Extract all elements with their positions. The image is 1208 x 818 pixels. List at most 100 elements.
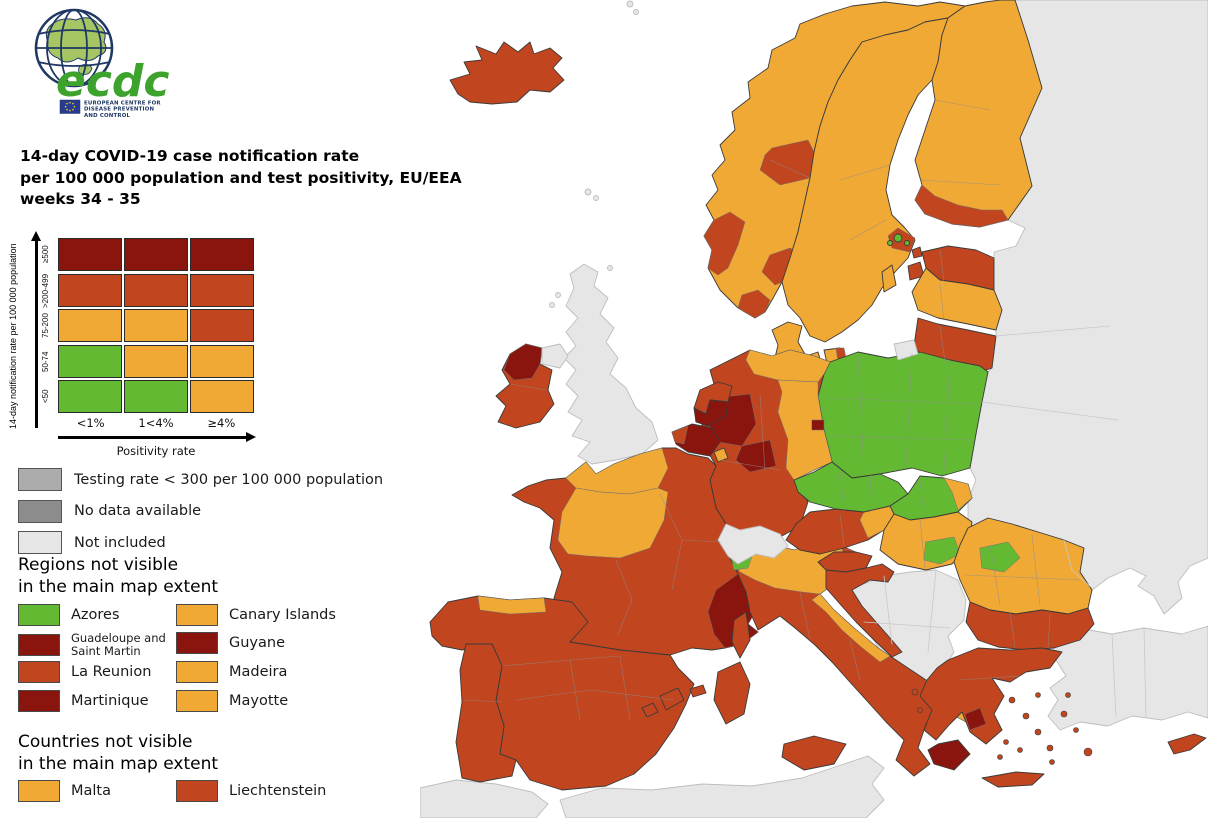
map-region-aegean-islands [911, 688, 1093, 765]
legend-item-guadeloupe: Guadeloupe and Saint Martin [18, 631, 175, 658]
map-region-hungary-east [923, 536, 961, 565]
map-region-poland [817, 351, 989, 479]
matrix-x-axis-label: Positivity rate [116, 444, 196, 458]
legend-item-liechtenstein: Liechtenstein [176, 780, 326, 802]
europe-choropleth-map [420, 0, 1208, 818]
liechtenstein-swatch [176, 780, 218, 802]
ecdc-caption-line1: EUROPEAN CENTRE FOR [84, 101, 161, 107]
not-included-swatch [18, 531, 62, 554]
map-region-portugal [455, 643, 517, 783]
map-region-belgium-west [671, 425, 689, 445]
legend-item-malta: Malta [18, 780, 111, 802]
azores-swatch [18, 604, 60, 626]
countries-heading-line2: in the main map extent [18, 754, 219, 774]
map-region-faroe-islands [593, 195, 599, 201]
eu-flag-icon [59, 99, 81, 114]
matrix-cell-4-2 [190, 380, 254, 413]
matrix-row-label: <50 [41, 389, 50, 404]
countries-section-heading: Countries not visible in the main map ex… [18, 731, 218, 775]
matrix-y-axis-label: 14-day notification rate per 100 000 pop… [8, 243, 18, 429]
not-included-label: Not included [74, 534, 166, 551]
legend-item-azores: Azores [18, 604, 120, 626]
legend-item-guyane: Guyane [176, 632, 285, 654]
map-region-greece-peloponnese [927, 739, 971, 771]
matrix-cell-0-0 [58, 238, 122, 271]
map-region-cyprus [1167, 733, 1207, 755]
title-line2: per 100 000 population and test positivi… [20, 168, 462, 187]
martinique-swatch [18, 690, 60, 712]
map-region-germany-east [777, 379, 833, 481]
canary-islands-swatch [176, 604, 218, 626]
ecdc-caption-line2: DISEASE PREVENTION [84, 107, 154, 113]
ecdc-caption-line3: AND CONTROL [84, 113, 130, 119]
ecdc-logo: ecdc EUROPEAN CENTRE FOR DISEASE PREVENT… [34, 8, 170, 119]
risk-matrix-legend: 14-day notification rate per 100 000 pop… [0, 0, 280, 470]
canary-islands-label: Canary Islands [229, 606, 336, 623]
matrix-cell-3-1 [124, 344, 188, 378]
guyane-swatch [176, 632, 218, 654]
map-region-germany-north [745, 349, 831, 383]
legend-item-not-included: Not included [18, 531, 383, 554]
matrix-col-labels: <1% 1<4% ≥4% [58, 416, 254, 430]
legend-item-canary-islands: Canary Islands [176, 604, 336, 626]
map-region-estonia-islands [911, 246, 923, 259]
malta-swatch [18, 780, 60, 802]
guadeloupe-swatch [18, 634, 60, 657]
map-region-switzerland [717, 523, 789, 565]
map-region-faroe-islands [584, 188, 592, 196]
map-region-berlin [811, 419, 825, 431]
map-region-hebrides-icon [549, 302, 555, 308]
map-region-france-centre [557, 487, 669, 559]
map-title: 14-day COVID-19 case notification rate p… [20, 146, 470, 211]
map-region-latvia [911, 267, 1003, 331]
guyane-label: Guyane [229, 634, 286, 651]
map-region-spain-asturias [477, 595, 547, 615]
legend-item-madeira: Madeira [176, 661, 287, 683]
legend-item-la-reunion: La Reunion [18, 661, 151, 683]
legend-item-mayotte: Mayotte [176, 690, 288, 712]
testing-rate-swatch [18, 468, 62, 491]
map-region-northern-ireland [541, 343, 569, 369]
map-region-netherlands-south [693, 399, 729, 427]
map-region-shetland-icon [626, 0, 634, 8]
matrix-cell-0-1 [124, 238, 188, 271]
matrix-cell-0-2 [190, 238, 254, 271]
map-region-bulgaria [965, 601, 1095, 651]
liechtenstein-label: Liechtenstein [229, 782, 327, 799]
matrix-cell-2-0 [58, 309, 122, 342]
map-region-aland [887, 240, 893, 246]
map-region-italy-adriatic [811, 593, 891, 663]
title-line3: weeks 34 - 35 [20, 190, 141, 208]
matrix-cell-2-1 [124, 309, 188, 342]
mayotte-label: Mayotte [229, 692, 289, 709]
map-region-greece-attica [964, 707, 987, 731]
map-region-germany-hesse [735, 439, 777, 473]
matrix-row-labels: ≥500 >200-499 75-200 50-74 <50 [41, 238, 57, 416]
countries-heading-line1: Countries not visible [18, 732, 193, 752]
matrix-row-label: >200-499 [41, 272, 50, 308]
ecdc-wordmark: ecdc [56, 56, 170, 107]
map-region-orkney-icon [607, 265, 613, 271]
map-region-hebrides-icon [555, 292, 561, 298]
non-eu-internal-borders [863, 325, 1147, 719]
map-region-aland [893, 233, 903, 243]
map-region-iceland [449, 41, 565, 105]
matrix-cell-1-2 [190, 273, 254, 307]
map-region-balearic-islands [659, 687, 685, 711]
matrix-col-label: ≥4% [207, 416, 236, 430]
map-region-slovakia-east [943, 477, 973, 511]
matrix-row-label: 75-200 [41, 313, 50, 338]
testing-rate-label: Testing rate < 300 per 100 000 populatio… [74, 471, 384, 488]
no-data-swatch [18, 499, 62, 523]
ecdc-caption: EUROPEAN CENTRE FOR DISEASE PREVENTION A… [84, 101, 161, 119]
title-line1: 14-day COVID-19 case notification rate [20, 147, 360, 165]
status-legend: Testing rate < 300 per 100 000 populatio… [18, 468, 383, 563]
map-region-gotland [881, 264, 897, 293]
regions-legend: Azores Canary Islands Guadeloupe and Sai… [18, 604, 408, 724]
map-region-greece [919, 647, 1063, 745]
map-region-sicily [781, 735, 847, 771]
map-region-norway-west [703, 211, 746, 276]
regions-heading-line2: in the main map extent [18, 577, 219, 597]
no-data-label: No data available [74, 503, 202, 519]
